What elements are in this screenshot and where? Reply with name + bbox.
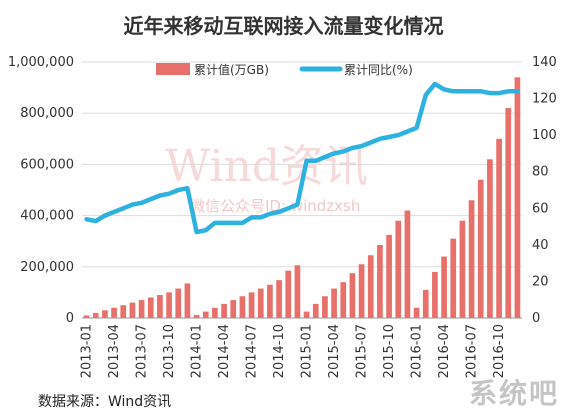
chart-title: 近年来移动互联网接入流量变化情况 <box>123 14 444 38</box>
x-axis-tick-label: 2016-10 <box>492 324 507 378</box>
bar <box>395 220 402 318</box>
bar <box>83 315 90 318</box>
bar <box>230 300 237 318</box>
corner-watermark: 系统吧 <box>468 377 559 410</box>
bar <box>267 284 273 318</box>
bar <box>477 179 484 318</box>
bar <box>212 307 218 318</box>
right-axis-tick-label: 20 <box>532 274 549 289</box>
left-axis-tick-label: 200,000 <box>20 260 74 275</box>
bar <box>487 159 493 318</box>
x-axis-tick-label: 2015-07 <box>355 324 370 378</box>
bar <box>468 200 475 318</box>
left-axis-tick-label: 400,000 <box>20 209 74 224</box>
bar <box>102 310 108 318</box>
bar <box>248 292 255 318</box>
legend-label-line: 累计同比(%) <box>344 63 413 77</box>
legend-swatch-bar <box>156 63 190 75</box>
bar <box>276 280 282 318</box>
bar <box>129 302 136 318</box>
bar <box>358 264 365 318</box>
x-axis-tick-label: 2014-07 <box>245 324 260 378</box>
x-axis-tick-label: 2013-04 <box>107 324 122 378</box>
bar <box>285 270 292 318</box>
data-source-note: 数据来源：Wind资讯 <box>38 394 172 410</box>
bar <box>92 312 99 318</box>
bar <box>147 297 154 318</box>
bar <box>175 288 182 318</box>
bar <box>432 271 438 318</box>
bar <box>505 108 512 318</box>
right-axis-tick-label: 0 <box>532 311 540 326</box>
left-axis-tick-label: 800,000 <box>20 106 74 121</box>
bar <box>349 273 356 318</box>
bar <box>303 311 310 318</box>
bar <box>322 296 328 318</box>
bar <box>239 296 246 318</box>
x-axis-tick-label: 2016-01 <box>410 324 425 378</box>
right-axis-tick-label: 120 <box>532 92 557 107</box>
right-axis-tick-label: 40 <box>532 238 549 253</box>
x-axis-tick-label: 2014-10 <box>272 324 287 378</box>
right-axis-tick-label: 100 <box>532 128 557 143</box>
bar <box>202 311 209 318</box>
x-axis-tick-label: 2016-04 <box>437 324 452 378</box>
bar <box>404 210 411 318</box>
bar <box>386 234 392 318</box>
x-axis-tick-label: 2013-10 <box>162 324 177 378</box>
bar <box>221 303 227 318</box>
x-axis-tick-label: 2014-01 <box>190 324 205 378</box>
left-axis-tick-label: 600,000 <box>20 157 74 172</box>
watermark-logo-text: Wind资讯 <box>165 141 369 192</box>
bar <box>441 256 447 318</box>
bar <box>340 282 347 318</box>
bar <box>450 238 457 318</box>
bar <box>120 305 127 318</box>
left-axis-tick-label: 1,000,000 <box>8 55 74 70</box>
bar <box>377 245 383 318</box>
bar <box>514 77 521 318</box>
right-axis-tick-label: 140 <box>532 55 557 70</box>
x-axis-tick-label: 2015-10 <box>382 324 397 378</box>
bar <box>367 255 374 318</box>
watermark-subtext: 微信公众号ID: windzxsh <box>190 197 361 215</box>
bar <box>166 292 172 318</box>
bar <box>138 300 145 318</box>
left-axis-tick-label: 0 <box>66 311 74 326</box>
bar <box>157 294 163 318</box>
x-axis-tick-label: 2013-07 <box>135 324 150 378</box>
legend-label-bar: 累计值(万GB) <box>194 62 269 77</box>
x-axis-tick-label: 2015-04 <box>327 324 342 378</box>
right-axis-tick-label: 60 <box>532 201 549 216</box>
x-axis-tick-label: 2016-07 <box>465 324 480 378</box>
bar <box>184 283 191 318</box>
bar <box>413 307 420 318</box>
bar <box>193 314 200 318</box>
x-axis-tick-label: 2015-01 <box>300 324 315 378</box>
bar <box>422 289 429 318</box>
bar <box>331 288 337 318</box>
line-series-cumulative-yoy <box>84 81 520 235</box>
bar <box>111 307 117 318</box>
bar <box>294 265 301 318</box>
bar <box>257 288 264 318</box>
x-axis-tick-label: 2014-04 <box>217 324 232 378</box>
x-axis-tick-label: 2013-01 <box>80 324 95 378</box>
bar <box>312 303 319 318</box>
bar <box>496 138 502 318</box>
bar <box>459 220 466 318</box>
right-axis-tick-label: 80 <box>532 165 549 180</box>
